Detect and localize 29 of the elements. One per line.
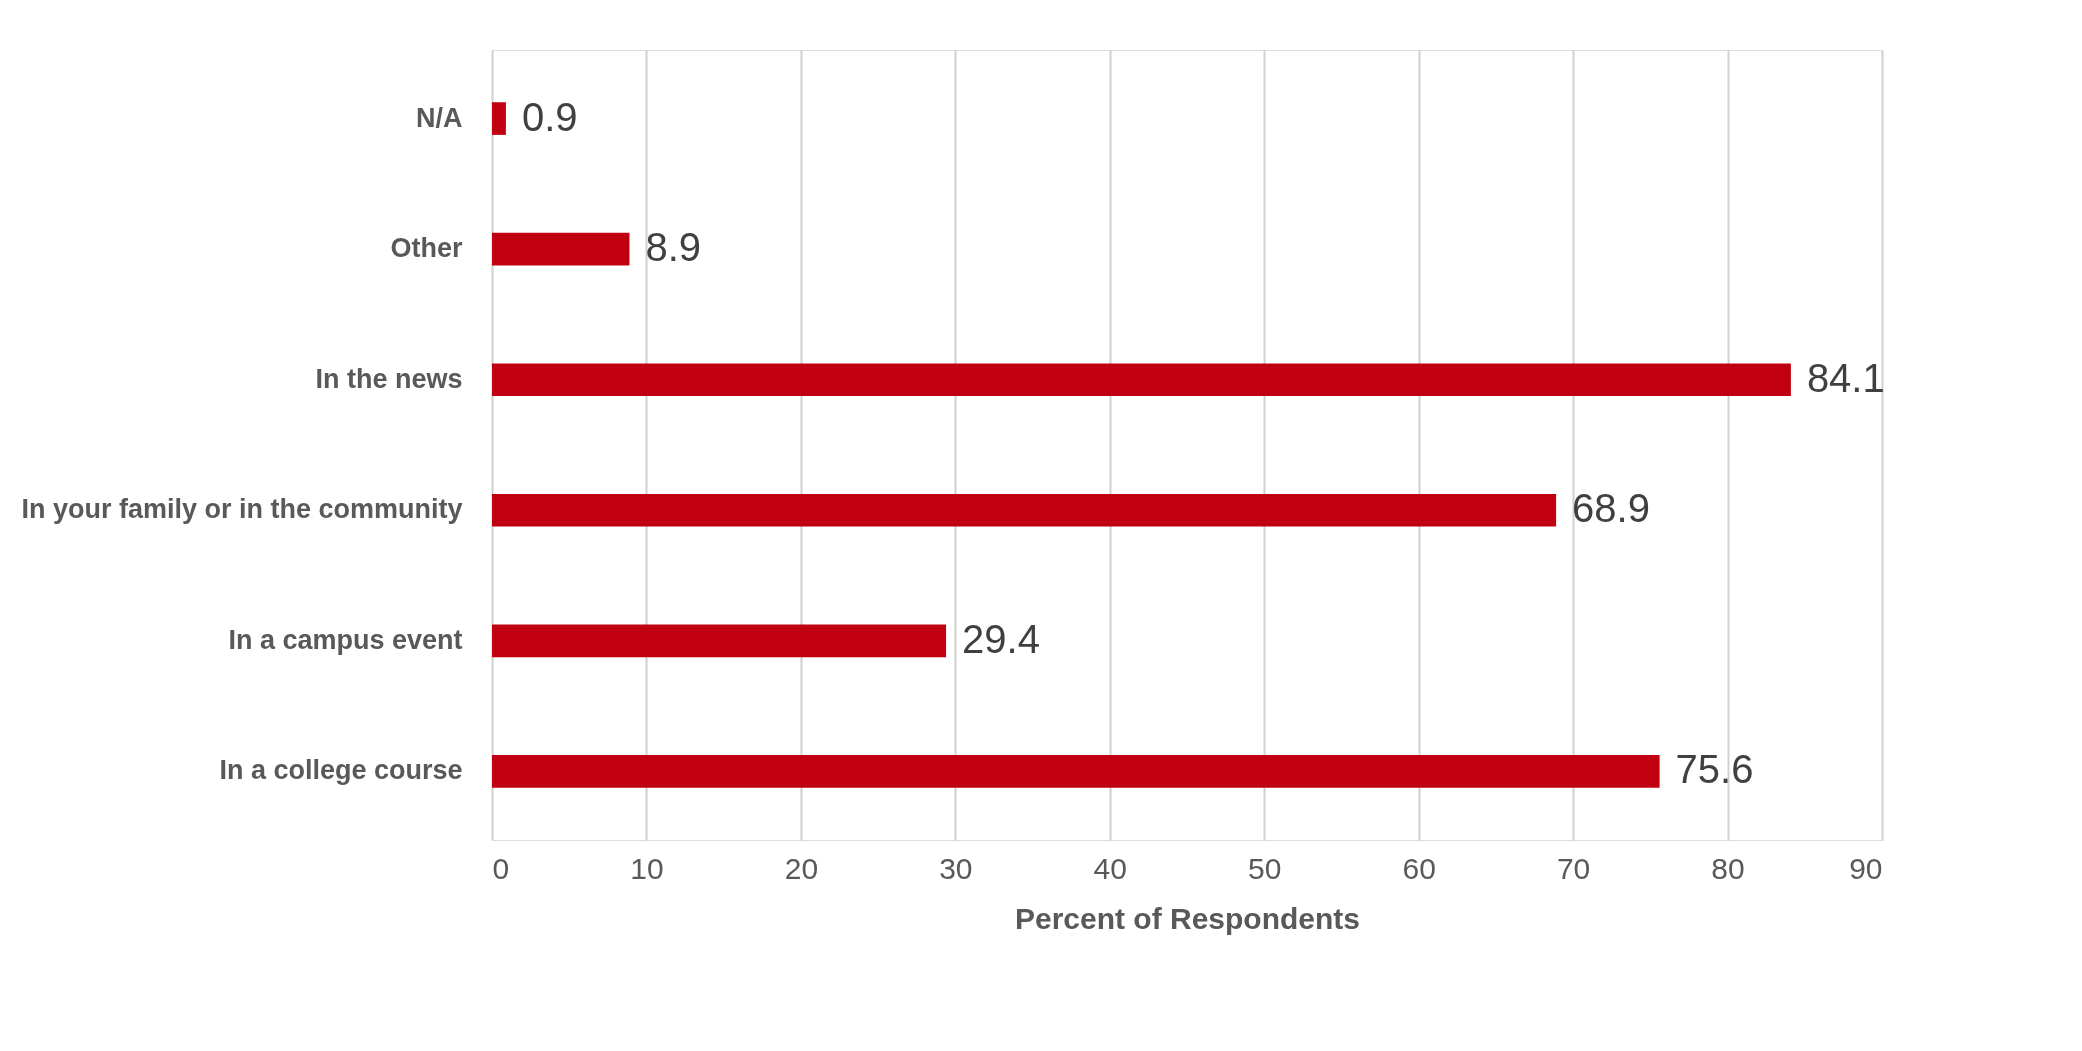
data-label: 75.6 <box>1675 747 1754 792</box>
x-tick-label: 70 <box>1556 851 1591 885</box>
x-tick-label: 10 <box>630 851 664 885</box>
y-tick-label: Other <box>390 233 463 264</box>
x-tick-label: 20 <box>784 851 819 885</box>
data-label: 68.9 <box>1572 486 1650 531</box>
bar <box>492 102 506 135</box>
x-tick-label: 0 <box>492 851 510 885</box>
x-tick-label: 60 <box>1402 851 1436 885</box>
bar <box>492 232 630 266</box>
y-tick-label: In a college course <box>219 755 463 786</box>
x-tick-label: 50 <box>1248 851 1282 885</box>
data-label: 0.9 <box>521 94 578 139</box>
bar <box>492 363 1791 397</box>
bar <box>492 493 1557 527</box>
x-tick-label: 90 <box>1849 851 1883 885</box>
bar <box>492 624 947 658</box>
data-label: 84.1 <box>1806 355 1885 400</box>
bar <box>492 755 1660 788</box>
data-label: 8.9 <box>645 225 702 270</box>
data-label: 29.4 <box>962 616 1040 661</box>
x-tick-label: 30 <box>939 851 973 885</box>
y-tick-label: In a campus event <box>228 624 463 655</box>
x-tick-label: 40 <box>1093 851 1127 885</box>
y-tick-label: N/A <box>416 102 463 133</box>
y-tick-label: In your family or in the community <box>21 494 463 525</box>
y-tick-label: In the news <box>315 363 463 394</box>
x-axis-title: Percent of Respondents <box>1014 901 1361 935</box>
x-tick-label: 80 <box>1711 851 1745 885</box>
